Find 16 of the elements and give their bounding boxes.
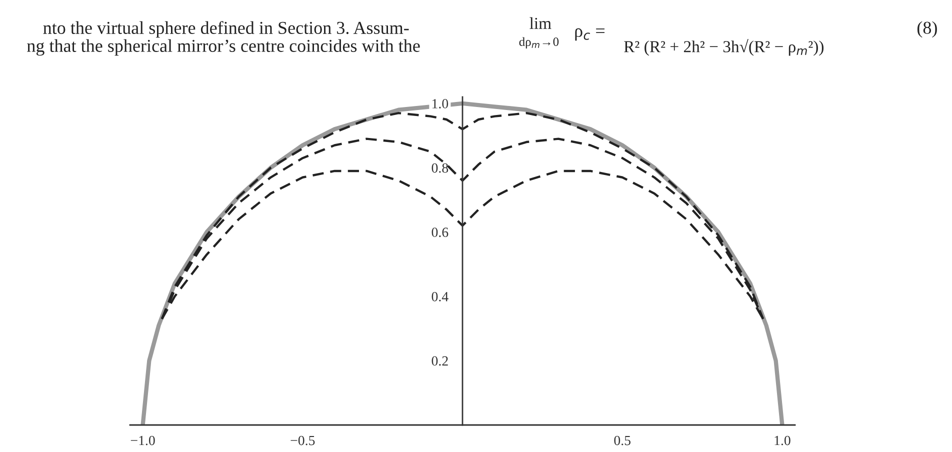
text: (8) <box>917 21 937 38</box>
x-tick-label: 0.5 <box>614 436 630 446</box>
y-tick-label: 0.6 <box>432 228 448 238</box>
y-tick-label: 0.2 <box>432 356 448 366</box>
y-tick-label: 0.8 <box>432 163 448 173</box>
text: R² (R² + 2h² − 3h√(R² − ρ$_{m}$²)) <box>624 38 824 56</box>
x-tick-label: 1.0 <box>774 436 790 446</box>
text: nto the virtual sphere defined in Section 3. Assum- <box>43 21 409 38</box>
text: ρ$_{c}$ = <box>575 28 604 41</box>
text: ng that the spherical mirror’s centre coincides with the <box>27 39 420 56</box>
x-tick-label: −1.0 <box>130 436 155 446</box>
y-tick-label: 0.4 <box>432 292 448 302</box>
text: lim <box>530 17 552 29</box>
text: dρ$_{m}$→0 <box>519 37 559 49</box>
x-tick-label: −0.5 <box>290 436 315 446</box>
y-tick-label: 1.0 <box>432 99 448 108</box>
